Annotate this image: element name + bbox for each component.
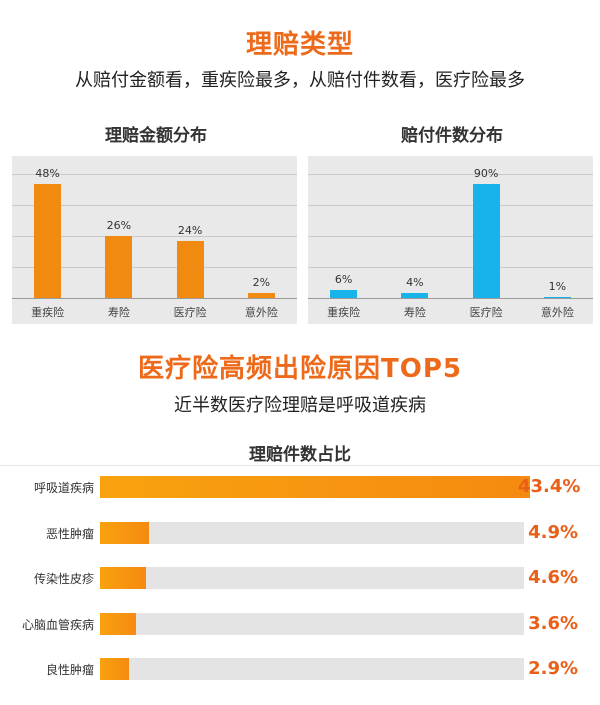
bar (100, 658, 129, 680)
data-label: 24% (177, 223, 203, 237)
section2-title: 医疗险高频出险原因TOP5 (138, 354, 462, 384)
bar (543, 296, 571, 298)
bar (472, 184, 500, 298)
data-label: 4% (406, 275, 424, 289)
y-tick-label: 呼吸道疾病 (33, 481, 94, 495)
data-label: 4.6% (528, 567, 578, 588)
data-label: 1% (548, 279, 567, 293)
gridline (12, 267, 297, 268)
x-tick-label: 重疾险 (327, 306, 361, 319)
x-tick-label: 重疾险 (31, 306, 65, 319)
chart2-panel: 6% 重疾险 4% 寿险 90% 医疗险 1% 意外险 (308, 156, 593, 324)
chart3-area: 呼吸道疾病 43.4% 恶性肿瘤 4.9% 传染性皮疹 4.6% 心脑血管疾病 3.6% 良性肿… (0, 466, 600, 696)
gridline (12, 205, 297, 206)
y-tick-label: 心脑血管疾病 (21, 617, 94, 632)
x-tick-label: 寿险 (403, 306, 426, 319)
section1-title: 理赔类型 (245, 30, 354, 60)
chart1-panel: 48% 重疾险 26% 寿险 24% 医疗险 2% 意外险 (12, 156, 297, 324)
chart2-title: 赔付件数分布 (401, 126, 503, 146)
x-tick-label: 医疗险 (173, 306, 207, 319)
gridline (308, 267, 593, 268)
bar (247, 293, 275, 298)
x-tick-label: 寿险 (107, 306, 130, 319)
data-label: 90% (473, 167, 499, 181)
x-tick-label: 意外险 (244, 306, 278, 319)
x-tick-label: 医疗险 (469, 306, 503, 319)
data-label: 2.9% (528, 658, 578, 679)
gridline (308, 205, 593, 206)
section2-subtitle: 近半数医疗险理赔是呼吸道疾病 (174, 395, 426, 416)
chart1-title: 理赔金额分布 (105, 126, 207, 146)
bar (105, 236, 133, 298)
data-label: 2% (252, 276, 271, 290)
y-tick-label: 恶性肿瘤 (45, 526, 94, 541)
bar (100, 612, 136, 635)
bar (100, 521, 149, 544)
gridline (12, 174, 297, 175)
data-label: 4.9% (528, 521, 578, 543)
bar-track (100, 567, 524, 589)
data-label: 6% (334, 273, 353, 287)
data-label: 26% (106, 219, 132, 232)
bar (100, 567, 146, 589)
bar-track (100, 612, 524, 635)
bar (330, 290, 358, 298)
y-tick-label: 传染性皮疹 (33, 572, 94, 586)
data-label: 48% (35, 166, 60, 180)
x-axis-line (12, 298, 297, 299)
x-axis-line (308, 298, 593, 299)
gridline (12, 236, 297, 237)
x-tick-label: 意外险 (540, 306, 574, 319)
gridline (308, 236, 593, 237)
chart3-divider (0, 465, 600, 466)
bar (100, 476, 530, 498)
bar (34, 183, 62, 298)
bar (401, 292, 429, 298)
section1-subtitle: 从赔付金额看，重疾险最多，从赔付件数看，医疗险最多 (75, 70, 525, 91)
bar-track (100, 658, 524, 680)
y-tick-label: 良性肿瘤 (45, 663, 94, 677)
gridline (308, 174, 593, 175)
bar-track (100, 521, 524, 544)
data-label: 43.4% (518, 476, 581, 497)
chart3-title: 理赔件数占比 (249, 445, 351, 465)
data-label: 3.6% (528, 612, 578, 634)
bar (176, 240, 204, 298)
